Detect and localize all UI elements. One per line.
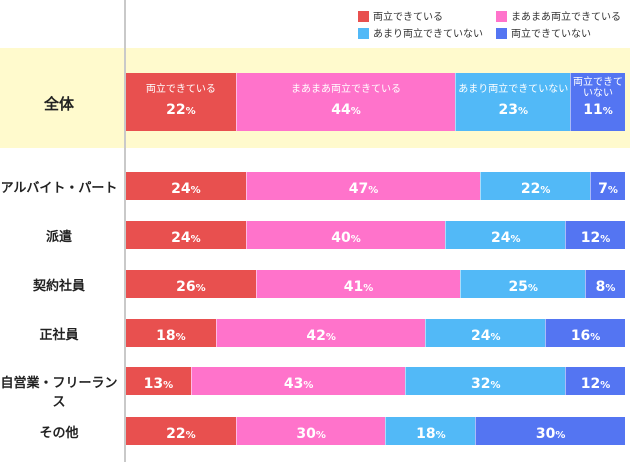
data-label: 8% xyxy=(595,279,616,295)
bar-segment: 12% xyxy=(565,221,625,249)
legend-item-3: あまり両立できていない xyxy=(358,25,483,40)
data-label: 18% xyxy=(416,426,446,442)
legend-label-3: あまり両立できていない xyxy=(373,29,483,40)
bar-segment: 25% xyxy=(460,270,586,298)
data-label: 26% xyxy=(176,279,206,295)
category-label: その他 xyxy=(39,426,79,441)
bar-segment: 30% xyxy=(475,417,625,445)
bar-segment: あまり両立できていない 23% xyxy=(455,73,571,131)
category-label: 契約社員 xyxy=(32,279,85,294)
bar-segment: 32% xyxy=(405,367,566,395)
bar-segment: 18% xyxy=(385,417,476,445)
data-label: 13% xyxy=(143,376,174,392)
category-label: アルバイト・パート xyxy=(0,181,118,196)
bar-segment: 24% xyxy=(126,172,246,200)
legend-item-2: まあまあ両立できている xyxy=(496,8,621,23)
data-label: 22% xyxy=(166,426,196,442)
legend-swatch-2 xyxy=(496,11,507,22)
bar-segment: 13% xyxy=(126,367,191,395)
data-label: 24% xyxy=(171,230,201,246)
category-label: 全体 xyxy=(43,95,74,113)
data-label: 12% xyxy=(580,230,611,246)
category-axis-line xyxy=(124,0,126,462)
bar-segment: 22% xyxy=(126,417,236,445)
bar-segment: 16% xyxy=(545,319,625,347)
data-label: 43% xyxy=(283,376,314,392)
segment-name: まあまあ両立できている xyxy=(291,84,402,95)
data-label: 47% xyxy=(348,181,379,197)
data-label: 16% xyxy=(570,328,601,344)
bar-segment: 26% xyxy=(126,270,256,298)
data-label: 23% xyxy=(498,102,528,118)
bar-segment: 7% xyxy=(590,172,625,200)
segment-name: あまり両立できていない xyxy=(458,84,569,95)
category-label: 自営業・フリーランス xyxy=(0,376,118,410)
data-label: 24% xyxy=(171,181,201,197)
bar-segment: 47% xyxy=(245,172,481,200)
data-label: 12% xyxy=(580,376,611,392)
legend-swatch-4 xyxy=(496,28,507,39)
legend-swatch-1 xyxy=(358,11,369,22)
legend-label-4: 両立できていない xyxy=(511,29,591,40)
data-label: 25% xyxy=(508,279,538,295)
data-label: 42% xyxy=(306,328,336,344)
bar-segment: 両立できて いない 11% xyxy=(570,73,625,131)
bar-segment: 43% xyxy=(190,367,406,395)
bar-segment: 22% xyxy=(480,172,591,200)
data-label: 41% xyxy=(343,279,374,295)
legend-item-4: 両立できていない xyxy=(496,25,591,40)
legend-item-1: 両立できている xyxy=(358,8,443,23)
bar-segment: 42% xyxy=(215,319,426,347)
bar-segment: 24% xyxy=(445,221,566,249)
bar-segment: 30% xyxy=(235,417,386,445)
legend-swatch-3 xyxy=(358,28,369,39)
data-label: 22% xyxy=(520,181,551,197)
data-label: 30% xyxy=(296,426,326,442)
data-label: 44% xyxy=(331,102,361,118)
legend-label-1: 両立できている xyxy=(373,12,443,23)
data-label: 30% xyxy=(535,426,566,442)
bar-segment: 18% xyxy=(126,319,216,347)
data-label: 24% xyxy=(490,230,521,246)
data-label: 11% xyxy=(583,102,613,118)
data-label: 40% xyxy=(331,230,361,246)
legend-label-2: まあまあ両立できている xyxy=(511,12,621,23)
bar-segment: 8% xyxy=(585,270,625,298)
segment-name: 両立できて いない xyxy=(573,77,624,99)
bar-segment: 24% xyxy=(126,221,246,249)
data-label: 32% xyxy=(471,376,501,392)
bar-segment: 12% xyxy=(565,367,625,395)
bar-segment: 両立できている 22% xyxy=(126,73,236,131)
data-label: 7% xyxy=(598,181,618,197)
bar-segment: 40% xyxy=(245,221,446,249)
segment-name: 両立できている xyxy=(145,84,216,95)
data-label: 18% xyxy=(156,328,186,344)
bar-segment: 41% xyxy=(255,270,461,298)
bar-segment: 24% xyxy=(425,319,546,347)
data-label: 24% xyxy=(471,328,501,344)
category-label: 正社員 xyxy=(39,328,79,343)
category-label: 派遣 xyxy=(45,230,72,245)
data-label: 22% xyxy=(166,102,196,118)
bar-segment: まあまあ両立できている 44% xyxy=(235,73,456,131)
